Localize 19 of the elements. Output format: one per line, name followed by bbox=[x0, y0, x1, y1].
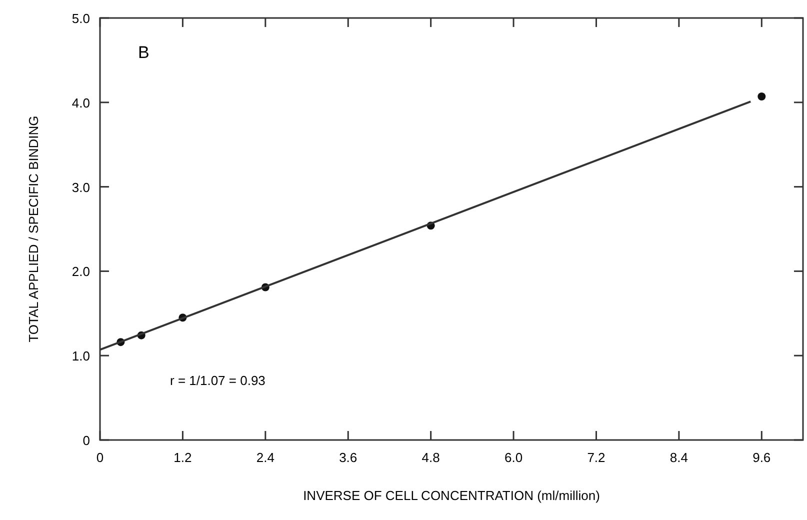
annotation: r = 1/1.07 = 0.93 bbox=[170, 373, 266, 388]
x-axis-title: INVERSE OF CELL CONCENTRATION (ml/million) bbox=[303, 488, 600, 503]
y-tick-label: 5.0 bbox=[72, 11, 90, 26]
x-tick-label: 3.6 bbox=[339, 450, 358, 465]
x-tick-label: 2.4 bbox=[256, 450, 274, 465]
y-tick-label: 2.0 bbox=[72, 264, 90, 280]
x-tick-label: 7.2 bbox=[587, 450, 606, 465]
x-tick-label: 4.8 bbox=[422, 450, 440, 465]
y-tick-label: 1.0 bbox=[72, 348, 90, 364]
y-tick-label: 4.0 bbox=[72, 95, 90, 110]
y-tick-label: 3.0 bbox=[72, 180, 90, 195]
x-tick-label: 9.6 bbox=[752, 450, 771, 465]
y-tick-label: 0 bbox=[82, 433, 90, 448]
annotation: B bbox=[138, 43, 150, 62]
x-tick-label: 1.2 bbox=[174, 450, 192, 465]
x-tick-label: 8.4 bbox=[670, 450, 688, 465]
x-tick-label: 6.0 bbox=[504, 450, 523, 465]
y-axis-title: TOTAL APPLIED / SPECIFIC BINDING bbox=[26, 116, 41, 342]
x-tick-label: 0 bbox=[96, 450, 104, 465]
